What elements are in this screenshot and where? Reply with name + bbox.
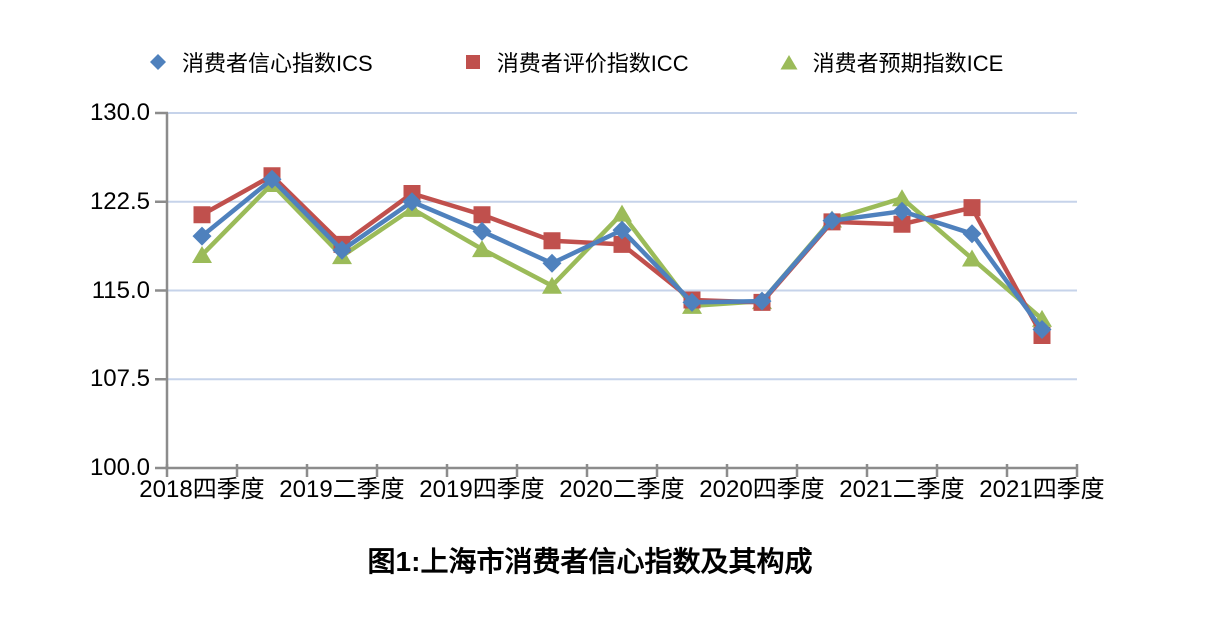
data-point-marker-ics xyxy=(472,221,492,241)
data-point-marker-ice xyxy=(892,189,912,207)
data-point-marker-ics xyxy=(822,211,842,231)
data-point-marker-ics xyxy=(192,226,212,246)
x-axis-tick-label: 2021二季度 xyxy=(839,476,965,503)
data-point-marker-ice xyxy=(962,249,982,267)
data-point-marker-ice xyxy=(612,204,632,222)
data-point-marker-icc xyxy=(893,215,911,233)
series-line-icc xyxy=(199,173,1045,338)
data-point-marker-icc xyxy=(193,206,211,224)
legend-label: 消费者评价指数ICC xyxy=(496,51,689,76)
x-axis-tick-label: 2019四季度 xyxy=(419,476,545,503)
y-axis-tick-label: 107.5 xyxy=(89,365,150,393)
legend-label: 消费者预期指数ICE xyxy=(812,51,1004,76)
legend-item-ics: 消费者信心指数ICS xyxy=(148,46,373,78)
data-point-marker-ice xyxy=(472,240,492,258)
y-axis-tick-label: 100.0 xyxy=(89,454,150,481)
chart-title: 图1:上海市消费者信心指数及其构成 xyxy=(367,546,813,577)
y-axis-tick-label: 130.0 xyxy=(89,99,150,126)
diamond-icon xyxy=(150,54,166,70)
data-point-marker-ics xyxy=(262,169,282,189)
data-point-marker-ics xyxy=(892,201,912,221)
data-point-marker-ics xyxy=(1032,320,1052,340)
data-point-marker-ice xyxy=(542,276,562,294)
legend-item-ice: 消费者预期指数ICE xyxy=(779,46,1004,78)
y-axis-tick-label: 122.5 xyxy=(89,187,150,215)
y-axis-tick-label: 115.0 xyxy=(91,276,150,304)
data-point-marker-ics xyxy=(612,220,632,240)
data-point-marker-icc xyxy=(543,232,561,250)
legend-label: 消费者信心指数ICS xyxy=(182,51,373,76)
x-axis-tick-label: 2019二季度 xyxy=(279,476,405,503)
chart-legend: 消费者信心指数ICS 消费者评价指数ICC 消费者预期指数ICE xyxy=(148,46,1003,78)
data-point-marker-ics xyxy=(752,291,772,311)
legend-item-icc: 消费者评价指数ICC xyxy=(463,46,689,78)
data-point-marker-icc xyxy=(473,206,491,224)
data-point-marker-ice xyxy=(192,246,212,263)
x-axis-tick-label: 2018四季度 xyxy=(139,476,265,503)
x-axis-tick-label: 2020二季度 xyxy=(559,476,685,503)
data-point-marker-ics xyxy=(332,240,352,260)
x-axis-tick-label: 2021四季度 xyxy=(979,476,1105,503)
data-point-marker-icc xyxy=(613,235,631,253)
data-point-marker-ics xyxy=(402,192,422,212)
data-point-marker-ics xyxy=(542,253,562,273)
data-point-marker-ics xyxy=(682,292,702,312)
data-point-marker-icc xyxy=(963,199,981,217)
x-axis-tick-label: 2020四季度 xyxy=(699,476,825,503)
square-icon xyxy=(465,55,480,69)
triangle-icon xyxy=(780,55,798,70)
data-point-marker-ics xyxy=(962,224,982,244)
